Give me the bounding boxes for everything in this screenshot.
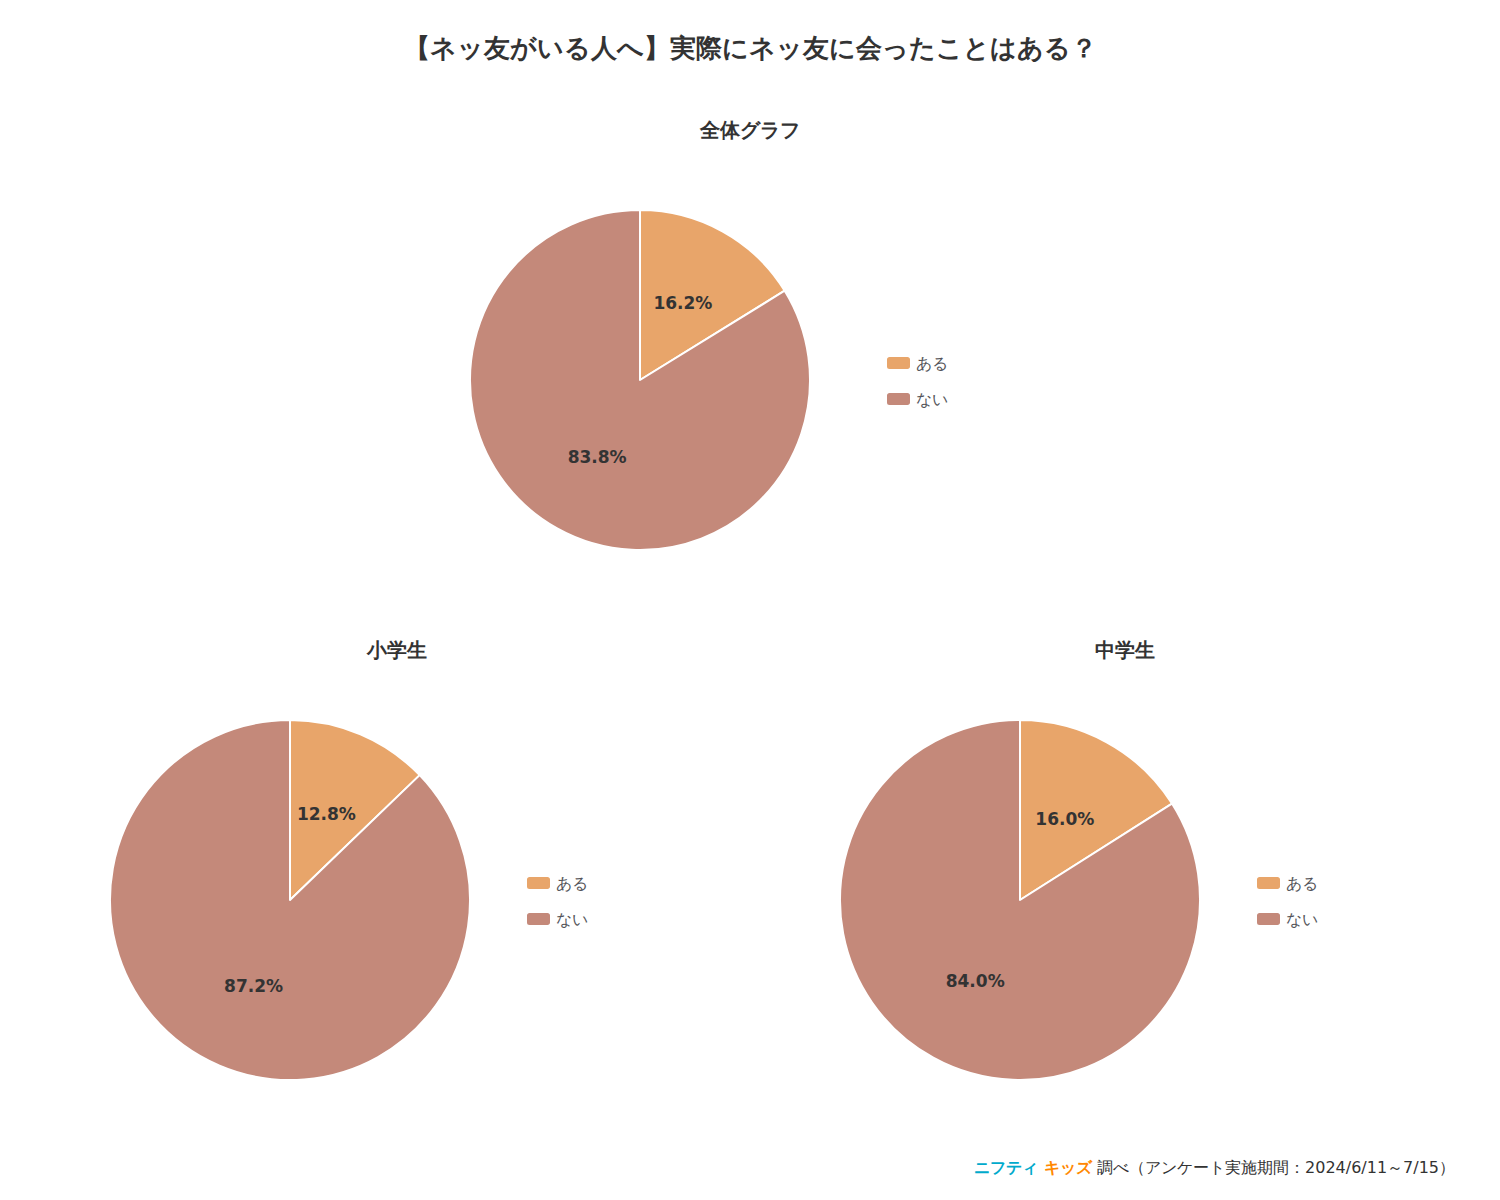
svg-text:ない: ない xyxy=(916,390,948,409)
svg-text:84.0%: 84.0% xyxy=(946,971,1005,991)
svg-text:キッズ: キッズ xyxy=(1044,1158,1093,1177)
svg-text:ニフティ: ニフティ xyxy=(974,1158,1044,1177)
svg-text:中学生: 中学生 xyxy=(1095,638,1155,662)
svg-text:小学生: 小学生 xyxy=(366,638,427,662)
svg-text:ある: ある xyxy=(556,874,588,893)
svg-text:16.0%: 16.0% xyxy=(1035,809,1094,829)
svg-text:83.8%: 83.8% xyxy=(568,447,627,467)
svg-text:16.2%: 16.2% xyxy=(653,293,712,313)
svg-text:全体グラフ: 全体グラフ xyxy=(699,118,800,142)
svg-text:ない: ない xyxy=(556,910,588,929)
svg-text:ない: ない xyxy=(1286,910,1318,929)
svg-text:【ネッ友がいる人へ】実際にネッ友に会ったことはある？: 【ネッ友がいる人へ】実際にネッ友に会ったことはある？ xyxy=(404,33,1097,63)
svg-text:ある: ある xyxy=(1286,874,1318,893)
svg-text:調べ（アンケート実施期間：2024/6/11～7/15）: 調べ（アンケート実施期間：2024/6/11～7/15） xyxy=(1092,1158,1455,1177)
svg-text:87.2%: 87.2% xyxy=(224,976,283,996)
svg-text:ある: ある xyxy=(916,354,948,373)
svg-text:12.8%: 12.8% xyxy=(297,804,356,824)
